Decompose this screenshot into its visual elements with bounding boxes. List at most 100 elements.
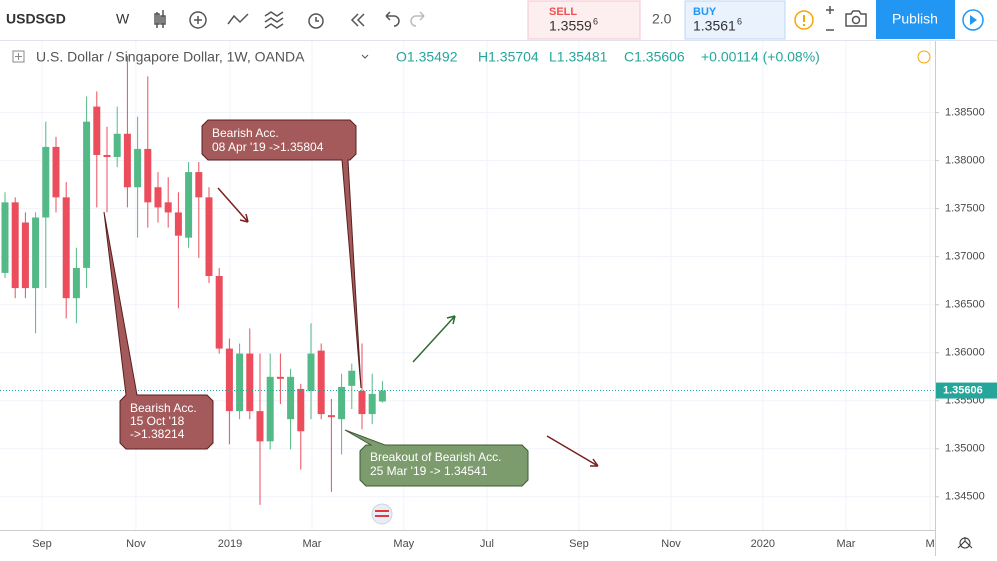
y-tick-label: 1.38000 (945, 155, 985, 167)
publish-label: Publish (892, 11, 938, 27)
alert-icon[interactable] (794, 10, 814, 30)
sell-button[interactable] (527, 0, 641, 40)
callout-text: 15 Oct '18 (130, 414, 185, 428)
buy-label: BUY (693, 6, 717, 18)
candle-body (348, 370, 356, 386)
event-flag-stripes (375, 510, 389, 517)
x-tick-label: 2020 (751, 538, 775, 550)
x-tick-label: Mar (836, 538, 855, 550)
candle-body (297, 388, 305, 432)
sell-price: 1.3559 (549, 18, 592, 34)
x-tick-label: Mar (303, 538, 322, 550)
candle-body (338, 386, 346, 420)
x-tick-label: Jul (480, 538, 494, 550)
x-tick-label: Sep (32, 538, 52, 550)
callout-shape (103, 211, 214, 450)
x-tick-label: M (926, 538, 935, 550)
interval[interactable]: W (116, 11, 130, 27)
candle-body (236, 353, 244, 412)
axes: 1.345001.350001.355001.360001.365001.370… (32, 107, 997, 550)
x-tick-label: Nov (126, 538, 146, 550)
play-triangle (970, 15, 977, 25)
publish-button[interactable] (876, 0, 955, 39)
candle-body (246, 353, 254, 412)
y-tick-label: 1.37000 (945, 251, 985, 263)
buy-button[interactable] (684, 0, 786, 40)
legend-high: H1.35704 (478, 49, 539, 65)
last-price-label: 1.35606 (943, 384, 983, 396)
buy-pip: 6 (737, 16, 742, 26)
arrows (217, 187, 599, 467)
y-tick-label: 1.36000 (945, 347, 985, 359)
snapshot-lens (851, 15, 861, 25)
candle-body (113, 133, 121, 158)
candle-body (205, 197, 213, 276)
x-tick-label: Nov (661, 538, 681, 550)
snapshot-icon[interactable] (845, 10, 867, 27)
y-tick-label: 1.35000 (945, 443, 985, 455)
candle-body (358, 390, 366, 415)
legend-low: L1.35481 (549, 49, 608, 65)
settings-gear (959, 537, 971, 549)
candle-body (21, 222, 29, 289)
candle-body (195, 172, 203, 198)
legend-toggle[interactable] (12, 50, 25, 63)
symbol[interactable]: USDSGD (6, 11, 66, 27)
candle-body (123, 133, 131, 188)
candle-body (42, 146, 50, 218)
callout-shape (201, 119, 362, 389)
candle-body (317, 350, 325, 415)
zoom-icons[interactable] (826, 6, 834, 31)
legend-alert[interactable] (917, 50, 931, 64)
callout-text: Breakout of Bearish Acc. (370, 450, 501, 464)
candle-body (32, 217, 40, 289)
candle-body (83, 121, 91, 268)
sell-pip: 6 (593, 16, 598, 26)
candle-body (1, 202, 9, 273)
play-icon[interactable] (962, 9, 984, 31)
candle-body (368, 393, 376, 415)
candle-body (378, 390, 386, 402)
candle-body (144, 148, 152, 203)
callout-text: ->1.38214 (130, 427, 185, 441)
candle-body (174, 212, 182, 236)
candle-body (103, 154, 111, 158)
y-tick-label: 1.34500 (945, 491, 985, 503)
candle-body (164, 202, 172, 213)
y-tick-label: 1.37500 (945, 203, 985, 215)
x-tick-label: May (393, 538, 414, 550)
spread: 2.0 (652, 11, 672, 27)
candle-body (276, 376, 284, 379)
toolbar-icons[interactable] (154, 10, 425, 29)
callout-text: Bearish Acc. (212, 126, 279, 140)
callout-1: Bearish Acc. 08 Apr '19 ->1.35804 (201, 119, 362, 389)
candle-body (62, 197, 70, 299)
y-tick-label: 1.38500 (945, 107, 985, 119)
candle-body (225, 348, 233, 412)
legend-open: O1.35492 (396, 49, 458, 65)
candle-body (154, 187, 162, 208)
event-flag[interactable] (371, 503, 393, 525)
legend-title[interactable]: U.S. Dollar / Singapore Dollar, 1W, OAND… (36, 49, 305, 65)
candle-body (185, 172, 193, 238)
callout-text: 25 Mar '19 -> 1.34541 (370, 464, 488, 478)
candle-body (327, 415, 335, 418)
candle-body (134, 148, 142, 188)
candle-body (307, 353, 315, 391)
legend-toggle-plus (15, 53, 22, 60)
candle-body (11, 202, 19, 289)
legend-close: C1.35606 (624, 49, 685, 65)
callout-text: 08 Apr '19 ->1.35804 (212, 140, 324, 154)
buy-price: 1.3561 (693, 18, 736, 34)
candle-body (266, 376, 274, 442)
candle-body (287, 376, 295, 420)
candle-body (93, 106, 101, 155)
x-tick-label: Sep (569, 538, 589, 550)
candle-body (52, 146, 60, 198)
callout-shape (344, 429, 529, 487)
candle-body (72, 267, 80, 299)
sell-label: SELL (549, 6, 577, 18)
toolbar (0, 0, 997, 40)
candle-body (215, 275, 223, 349)
